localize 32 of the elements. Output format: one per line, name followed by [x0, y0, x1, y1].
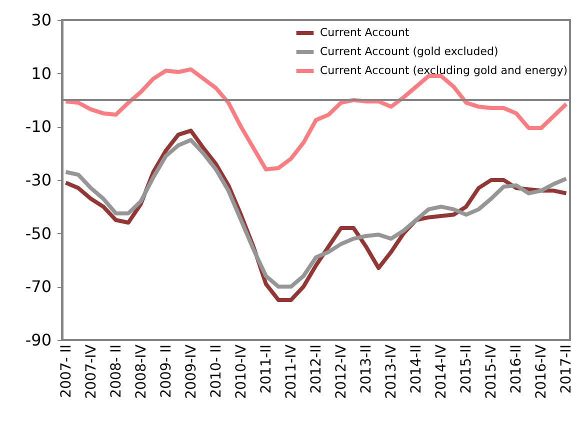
- x-tick-label: 2014-IV: [434, 344, 450, 399]
- x-tick-label: 2009- II: [158, 344, 174, 398]
- x-tick-label: 2008- II: [108, 344, 124, 398]
- y-tick-label: -50: [25, 224, 52, 243]
- x-tick-label: 2007- II: [58, 344, 74, 398]
- x-tick-label: 2008-IV: [133, 344, 150, 399]
- x-tick-label: 2009-IV: [183, 344, 200, 399]
- x-tick-label: 2012-II: [308, 344, 324, 394]
- x-tick-label: 2014-II: [408, 344, 425, 394]
- y-tick-label: 10: [31, 64, 52, 83]
- x-tick-label: 2016-II: [508, 344, 525, 394]
- x-tick-label: 2015-II: [458, 344, 475, 394]
- y-tick-label: -70: [25, 277, 52, 296]
- y-tick-label: -10: [25, 117, 52, 136]
- x-tick-label: 2013-II: [358, 344, 375, 394]
- x-tick-label: 2011-IV: [283, 344, 300, 399]
- legend-label: Current Account (excluding gold and energy): [320, 64, 568, 77]
- x-tick-label: 2011-II: [258, 344, 274, 394]
- x-tick-label: 2010- II: [208, 344, 224, 398]
- x-tick-label: 2015-IV: [484, 344, 500, 399]
- x-tick-label: 2013-IV: [384, 344, 400, 399]
- y-tick-label: -30: [25, 170, 52, 190]
- legend-label: Current Account (gold excluded): [320, 45, 498, 58]
- x-tick-label: 2010-IV: [233, 344, 250, 399]
- x-tick-label: 2007-IV: [83, 344, 100, 399]
- x-tick-label: 2017-II: [558, 344, 575, 394]
- line-series: [64, 67, 568, 172]
- y-tick-label: 30: [31, 10, 52, 30]
- x-tick-label: 2012-IV: [334, 344, 350, 399]
- legend-label: Current Account: [320, 26, 410, 39]
- x-tick-label: 2016-IV: [534, 344, 550, 399]
- y-tick-label: -90: [25, 330, 52, 350]
